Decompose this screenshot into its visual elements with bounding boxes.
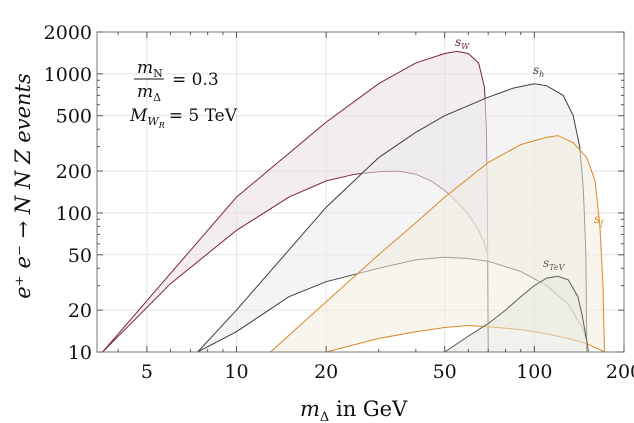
x-tick-label: 50	[433, 361, 457, 383]
y-tick-label: 10	[68, 342, 92, 364]
x-axis-title-main: m	[300, 397, 320, 421]
series-label-sTeV: sTeV	[543, 256, 566, 272]
y-tick-label: 500	[56, 106, 92, 128]
series-band-fill	[444, 276, 589, 352]
x-tick-label: 200	[606, 361, 634, 383]
parameter-annotation: mN mΔ = 0.3 MWR = 5 TeV	[129, 58, 238, 130]
x-axis-title-rest: in GeV	[329, 397, 408, 421]
ratio-denominator: mΔ	[137, 82, 161, 104]
ratio-value: = 0.3	[172, 70, 219, 90]
series-band-fill	[197, 83, 587, 352]
y-tick-label: 100	[56, 203, 92, 225]
ticks-layer	[97, 31, 625, 353]
series-upper-line	[270, 135, 605, 352]
y-tick-label: 2000	[44, 22, 92, 44]
mass-parameter: MWR = 5 TeV	[129, 106, 238, 130]
y-tick-label: 200	[56, 161, 92, 183]
plot-frame	[96, 31, 625, 353]
series-label-sW: sW	[455, 35, 470, 51]
y-tick-label: 20	[68, 300, 92, 322]
x-tick-label: 5	[141, 361, 153, 383]
y-tick-label: 1000	[44, 64, 92, 86]
series-band-fill	[102, 51, 489, 352]
series-layer	[102, 50, 605, 352]
series-upper-line	[444, 275, 589, 352]
x-tick-label: 100	[516, 361, 552, 383]
x-axis-title: mΔ in GeV	[300, 397, 408, 423]
x-tick-label: 20	[314, 361, 338, 383]
ratio-numerator: mN	[137, 58, 163, 80]
x-tick-label: 10	[224, 361, 248, 383]
x-axis-title-sub: Δ	[320, 410, 329, 423]
series-label-sh: sh	[533, 63, 544, 79]
series-s_TeV	[444, 275, 589, 352]
y-tick-label: 50	[68, 245, 92, 267]
series-label-sf: sf	[594, 212, 605, 228]
y-axis-title: e⁺ e⁻ → N N Z events	[11, 73, 35, 299]
